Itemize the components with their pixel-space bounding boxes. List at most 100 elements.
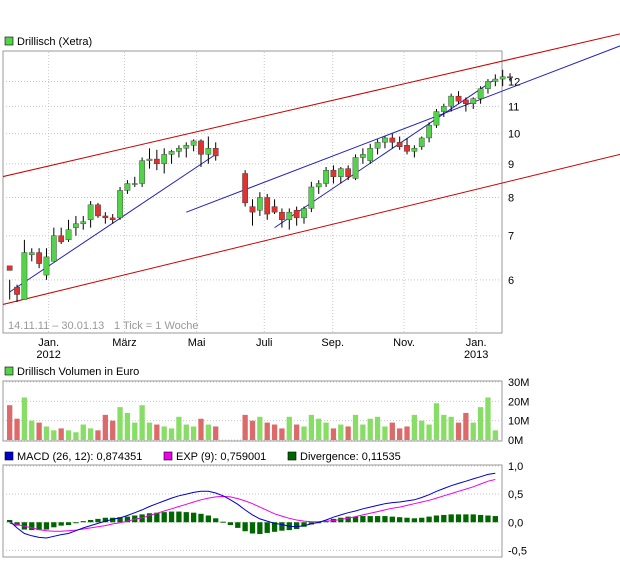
macd-y-axis: 1,0 0,5 0,0 -0,5 — [508, 461, 527, 557]
macd-legend-label: MACD (26, 12): 0,874351 — [17, 451, 142, 463]
divergence-bar — [87, 520, 94, 523]
price-y-tick-label: 10 — [508, 129, 520, 141]
divergence-bar — [65, 522, 72, 526]
divergence-bar — [124, 516, 131, 523]
candle-up — [301, 208, 307, 219]
divergence-bar — [455, 514, 462, 523]
price-legend-swatch — [4, 36, 14, 46]
divergence-bar — [477, 514, 484, 523]
volume-bar — [51, 430, 57, 440]
candle-down — [109, 217, 116, 220]
volume-bar — [389, 422, 395, 440]
volume-bar — [338, 424, 344, 440]
volume-bar — [110, 420, 116, 440]
volume-bar — [477, 407, 484, 440]
volume-y-tick-label: 10M — [508, 416, 529, 428]
volume-bar — [29, 420, 35, 440]
candle-down — [6, 265, 13, 271]
candle-up — [360, 154, 366, 158]
candle-up — [28, 252, 35, 255]
candle-down — [95, 204, 101, 217]
candle-down — [102, 215, 109, 219]
macd-panel: MACD (26, 12): 0,874351 EXP (9): 0,75900… — [2, 451, 527, 558]
divergence-bar — [51, 522, 57, 528]
divergence-bar — [374, 516, 381, 523]
divergence-bar — [463, 514, 469, 523]
trend-2-line — [274, 78, 496, 229]
divergence-bar — [110, 517, 116, 523]
candle-up — [323, 170, 329, 184]
volume-bar — [264, 422, 270, 440]
candle-up — [131, 183, 138, 185]
divergence-bar — [382, 516, 388, 523]
volume-bar — [95, 430, 101, 440]
divergence-bar — [176, 511, 182, 523]
candle-up — [470, 98, 477, 104]
volume-bar — [80, 424, 86, 440]
volume-bar — [426, 424, 432, 440]
candle-up — [337, 168, 344, 177]
volume-bar — [455, 422, 462, 440]
candle-up — [477, 88, 484, 99]
divergence-bar — [183, 512, 189, 523]
divergence-bar — [301, 522, 307, 527]
volume-bar — [146, 422, 153, 440]
divergence-bar — [132, 515, 138, 523]
volume-y-axis: 0M 10M 20M 30M — [508, 377, 529, 447]
candle-down — [36, 252, 42, 264]
candle-up — [87, 204, 94, 220]
divergence-bar — [198, 513, 204, 523]
macd-y-tick-label: -0,5 — [508, 545, 527, 557]
macd-plot-frame — [2, 464, 503, 558]
volume-bar — [294, 424, 300, 440]
x-tick-label: März — [112, 337, 136, 349]
volume-bar — [316, 418, 322, 440]
divergence-bar — [161, 512, 167, 523]
candle-down — [249, 206, 256, 213]
volume-bar — [441, 414, 447, 440]
price-y-tick-label: 12 — [508, 76, 520, 88]
candle-up — [168, 151, 175, 155]
divergence-bar — [352, 516, 359, 523]
volume-bar — [205, 424, 211, 440]
divergence-bar — [338, 517, 344, 523]
candle-up — [367, 148, 374, 161]
volume-bar — [198, 418, 204, 440]
divergence-bar — [345, 516, 351, 523]
divergence-bar — [419, 517, 425, 523]
candle-down — [330, 170, 337, 177]
volume-y-tick-label: 0M — [508, 435, 523, 447]
volume-bar — [43, 426, 50, 440]
volume-bars — [7, 397, 498, 440]
volume-bar — [419, 420, 425, 440]
candle-up — [382, 137, 388, 143]
candle-up — [146, 158, 153, 161]
volume-bar — [382, 426, 388, 440]
divergence-legend-swatch — [287, 451, 297, 461]
candle-up — [374, 142, 381, 149]
divergence-bar — [367, 516, 373, 523]
candle-up — [308, 186, 315, 209]
candle-down — [396, 142, 403, 147]
price-y-tick-label: 9 — [508, 159, 514, 171]
volume-bar — [492, 430, 498, 440]
macd-y-tick-label: 0,0 — [508, 517, 523, 529]
divergence-bar — [95, 518, 101, 523]
candle-down — [58, 235, 65, 243]
volume-bar — [448, 416, 454, 440]
divergence-bar — [58, 522, 64, 526]
divergence-bar — [235, 522, 241, 528]
divergence-bar — [397, 517, 403, 523]
price-gridlines — [3, 52, 502, 332]
volume-bar — [36, 422, 42, 440]
candle-up — [440, 106, 447, 112]
divergence-bar — [294, 522, 300, 529]
divergence-bar — [205, 515, 211, 523]
candle-up — [176, 148, 182, 152]
candle-down — [14, 286, 20, 295]
divergence-bar — [360, 516, 366, 523]
volume-bar — [301, 426, 307, 440]
divergence-bar — [29, 522, 35, 531]
